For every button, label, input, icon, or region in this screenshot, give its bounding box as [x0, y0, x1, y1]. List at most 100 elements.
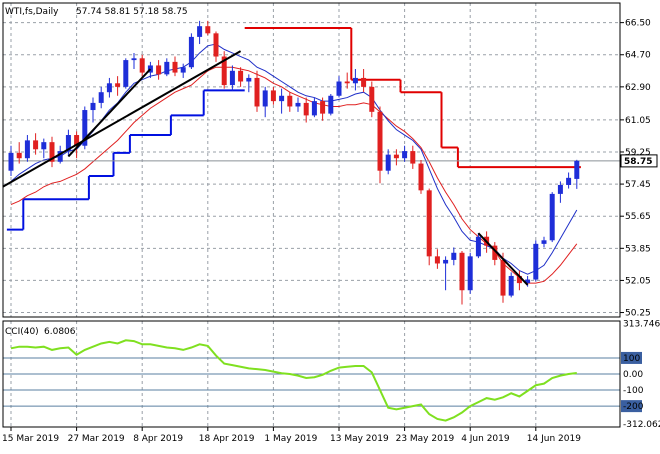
- pane-labels: WTI,fs,Daily 57.74 58.81 57.18 58.75 CCI…: [5, 7, 188, 337]
- candle-body: [508, 275, 514, 296]
- candle: [402, 145, 408, 162]
- price-tick-label: 53.85: [625, 244, 651, 254]
- candle-body: [98, 92, 104, 103]
- last-price-label: 58.75: [624, 157, 652, 167]
- candle-body: [475, 236, 481, 257]
- ma-fast-line: [10, 43, 578, 275]
- candle: [172, 56, 178, 77]
- candle: [164, 58, 170, 77]
- candle-body: [180, 67, 186, 73]
- candle: [451, 247, 457, 266]
- candle-body: [516, 275, 522, 284]
- candle-body: [65, 135, 71, 152]
- price-tick-label: 62.90: [625, 83, 651, 93]
- price-tick-label: 64.70: [625, 51, 651, 61]
- candle-body: [49, 142, 55, 162]
- candle-body: [262, 90, 268, 107]
- time-tick-label: 1 May 2019: [264, 434, 317, 444]
- candle: [279, 88, 285, 114]
- cci-indicator: [10, 339, 577, 422]
- candle: [541, 236, 547, 248]
- candles: [8, 20, 580, 305]
- candle-body: [106, 83, 112, 93]
- candle: [287, 92, 293, 112]
- price-tick-label: 61.05: [625, 116, 651, 126]
- candle-body: [172, 61, 178, 73]
- pane-frames: [2, 2, 621, 428]
- candle: [475, 233, 481, 259]
- candle: [443, 256, 449, 291]
- chart-header-ohlc: 57.74 58.81 57.18 58.75: [76, 7, 188, 17]
- last-price-tag: [620, 154, 658, 168]
- candle: [156, 60, 162, 80]
- candle: [188, 33, 194, 70]
- price-grid: [3, 3, 620, 317]
- price-tick-label: 57.45: [625, 180, 651, 190]
- trendline: [2, 50, 242, 188]
- cci-grid: [3, 321, 620, 427]
- candle-body: [574, 160, 580, 179]
- candle-body: [131, 58, 137, 61]
- candle-body: [557, 184, 563, 194]
- candle-body: [525, 279, 531, 284]
- candle-body: [123, 60, 129, 87]
- candle-body: [164, 61, 170, 75]
- candle-body: [74, 135, 80, 146]
- candle-body: [57, 151, 63, 162]
- candle-body: [205, 26, 211, 34]
- candle: [270, 86, 276, 105]
- cci-level-tag: [621, 351, 642, 364]
- candle-body: [270, 90, 276, 102]
- candle-body: [492, 245, 498, 260]
- candle: [180, 63, 186, 78]
- candle: [311, 97, 317, 118]
- candle: [418, 160, 424, 194]
- candle-body: [328, 95, 334, 114]
- candle-body: [369, 86, 375, 112]
- candle-body: [377, 111, 383, 171]
- candle: [369, 81, 375, 118]
- candle-body: [90, 102, 96, 111]
- price-tick-label: 50.25: [625, 309, 651, 319]
- candle: [549, 192, 555, 243]
- candle: [557, 181, 563, 203]
- candle: [533, 240, 539, 282]
- candle-body: [246, 77, 252, 82]
- time-tick-label: 14 Jun 2019: [527, 434, 581, 444]
- candle: [459, 250, 465, 305]
- cci-title: CCI(40): [5, 327, 39, 337]
- candle-body: [361, 77, 367, 87]
- candle-body: [451, 252, 457, 260]
- candle: [377, 106, 383, 184]
- cci-tick-label: -100: [623, 386, 644, 396]
- candle: [238, 67, 244, 87]
- candle: [90, 97, 96, 123]
- candle-body: [41, 142, 47, 150]
- candle: [139, 54, 145, 77]
- cci-pane-frame: [2, 320, 621, 428]
- candle-body: [279, 95, 285, 102]
- candle-body: [459, 252, 465, 291]
- candle-body: [443, 259, 449, 264]
- time-tick-label: 4 Jun 2019: [461, 434, 510, 444]
- cci-tick-label: 100: [623, 354, 640, 364]
- candle-body: [188, 36, 194, 68]
- candle-body: [320, 101, 326, 114]
- candle-body: [197, 26, 203, 37]
- candle: [205, 20, 211, 36]
- candle: [500, 252, 506, 303]
- price-tick-label: 52.05: [625, 276, 651, 286]
- candle: [361, 69, 367, 93]
- candle-body: [352, 77, 358, 84]
- candle: [229, 65, 235, 91]
- cci-tick-label: 0.00: [623, 370, 643, 380]
- trendline: [67, 68, 152, 158]
- candle: [106, 77, 112, 98]
- candle-body: [410, 151, 416, 164]
- candle: [49, 136, 55, 168]
- candle: [33, 133, 39, 155]
- candle: [98, 86, 104, 109]
- candle: [328, 93, 334, 116]
- candle-body: [229, 70, 235, 86]
- candle: [393, 149, 399, 166]
